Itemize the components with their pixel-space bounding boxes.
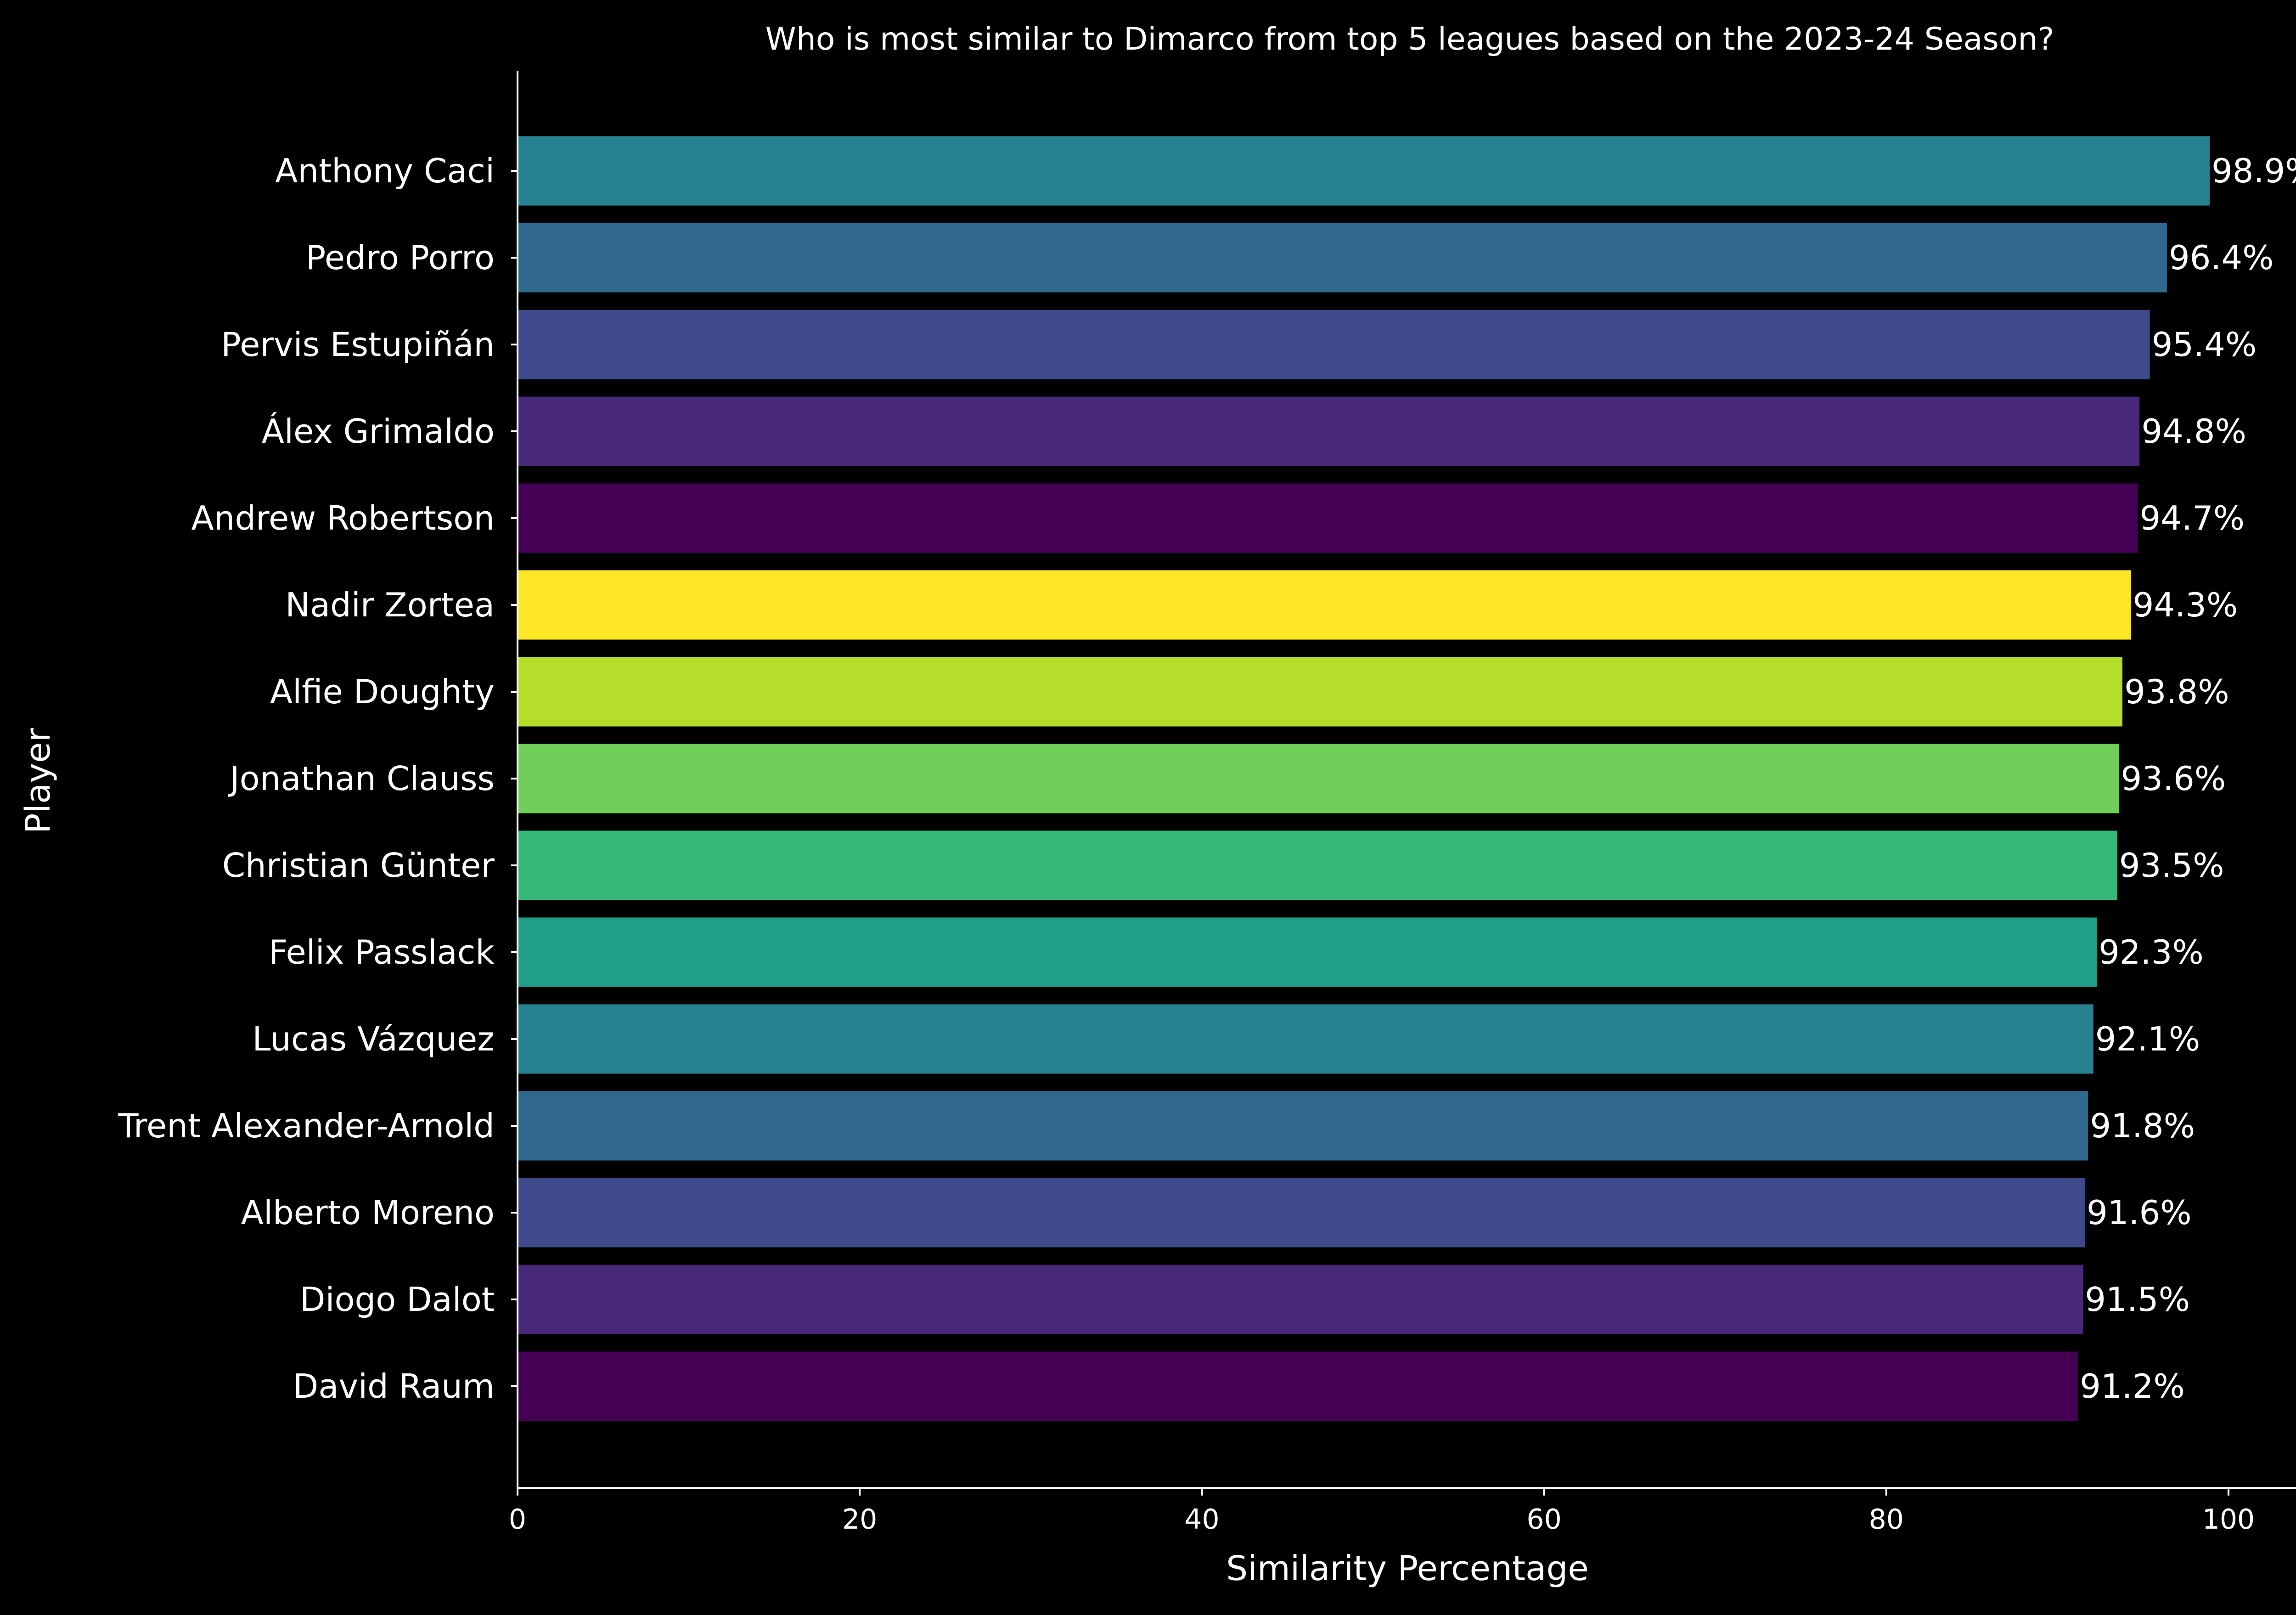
y-tick-label: Nadir Zortea [285,586,495,624]
y-ticks: Anthony Caci Pedro Porro Pervis Estupiñán Á… [118,152,518,1406]
y-tick-label: Pervis Estupiñán [221,325,495,364]
bars-layer [518,136,2210,1421]
y-tick-label: Pedro Porro [306,238,495,277]
bar [518,396,2140,466]
x-tick-label: 100 [2202,1503,2255,1536]
bar [518,223,2167,293]
bar [518,310,2150,379]
value-label: 91.2% [2080,1367,2185,1406]
value-label: 91.5% [2085,1280,2190,1319]
y-tick-label: Felix Passlack [269,933,495,971]
x-ticks: 0 20 40 60 80 100 [509,1488,2255,1536]
value-label: 93.6% [2121,759,2226,798]
value-label: 91.8% [2090,1107,2195,1145]
x-tick-label: 80 [1869,1503,1904,1536]
y-tick-label: Álex Grimaldo [262,412,495,451]
bar [518,830,2117,900]
value-label: 93.5% [2119,846,2224,885]
bar [518,744,2119,813]
bar [518,657,2122,727]
value-label: 94.8% [2141,412,2246,451]
bar [518,1178,2085,1248]
bar [518,1091,2088,1161]
value-label: 92.3% [2099,933,2204,971]
value-label: 92.1% [2095,1020,2200,1058]
value-label: 95.4% [2152,325,2257,364]
y-tick-label: Trent Alexander-Arnold [118,1107,495,1145]
y-tick-label: Lucas Vázquez [252,1020,495,1058]
y-tick-label: Alberto Moreno [241,1193,495,1232]
value-label: 94.3% [2133,586,2238,624]
y-tick-label: Andrew Robertson [191,499,495,537]
x-tick-label: 40 [1184,1503,1219,1536]
y-tick-label: David Raum [293,1367,495,1406]
x-tick-label: 20 [842,1503,877,1536]
y-tick-label: Alfie Doughty [270,672,495,711]
bar [518,1004,2093,1074]
y-tick-label: Christian Günter [222,846,495,885]
value-label: 93.8% [2124,672,2229,711]
bar [518,1265,2083,1334]
y-tick-label: Jonathan Clauss [228,759,495,798]
bar [518,1351,2078,1421]
y-tick-label: Anthony Caci [275,152,495,190]
value-label: 96.4% [2169,238,2274,277]
bar [518,136,2210,206]
value-label: 94.7% [2139,499,2245,537]
bar [518,570,2131,640]
x-tick-label: 60 [1526,1503,1561,1536]
y-tick-label: Diogo Dalot [300,1280,495,1319]
chart-title: Who is most similar to Dimarco from top … [765,21,2054,57]
bar [518,917,2097,987]
value-label: 91.6% [2087,1193,2192,1232]
x-axis-label: Similarity Percentage [1226,1549,1589,1588]
y-axis-label: Player [18,728,58,834]
x-tick-label: 0 [509,1503,526,1536]
value-label: 98.9% [2212,152,2296,190]
axes-layer [517,71,2296,1489]
bar [518,483,2138,553]
value-labels: 98.9% 96.4% 95.4% 94.8% 94.7% 94.3% 93.8% 93.6%… [2080,152,2296,1406]
